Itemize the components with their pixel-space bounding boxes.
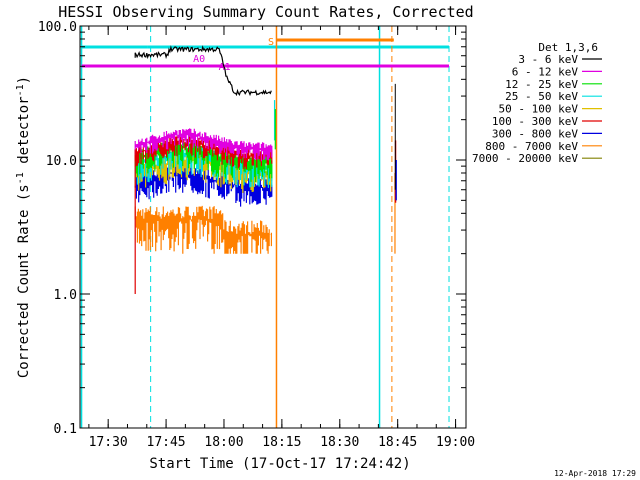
y-axis-label: Corrected Count Rate (s-1 detector-1) [15, 76, 32, 378]
series-1-trace [134, 128, 273, 162]
legend-entry-label: 800 - 7000 keV [485, 140, 578, 153]
generation-timestamp: 12-Apr-2018 17:29 [554, 469, 636, 478]
series-7-trace [134, 205, 272, 254]
x-tick-label: 18:45 [378, 435, 417, 450]
axes-layer: 0.1 1.0 10.0 100.0 17:30 17:45 18:00 18:15 18:30… [38, 20, 475, 450]
y-tick-label: 10.0 [46, 154, 77, 169]
y-tick-label: 0.1 [54, 422, 77, 437]
x-tick-label: 17:30 [89, 435, 128, 450]
y-axis-label-part: detector [16, 96, 32, 172]
legend-entry-label: 100 - 300 keV [492, 115, 578, 128]
legend-entry-label: 12 - 25 keV [505, 78, 578, 91]
legend-entry-label: 300 - 800 keV [492, 127, 578, 140]
y-tick-label: 100.0 [38, 20, 77, 35]
legend-entry-label: 25 - 50 keV [505, 90, 578, 103]
legend-entry-label: 3 - 6 keV [518, 53, 578, 66]
y-axis-label-superscript: -1 [15, 172, 26, 184]
attenuator-a0-annotation: A0 [193, 54, 205, 65]
plot-frame [79, 25, 467, 429]
y-axis-label-superscript: -1 [15, 84, 26, 96]
x-tick-label: 18:30 [320, 435, 359, 450]
x-axis-label: Start Time (17-Oct-17 17:24:42) [149, 456, 410, 472]
chart-title: HESSI Observing Summary Count Rates, Cor… [58, 3, 473, 21]
y-axis-label-part: Corrected Count Rate (s [16, 184, 32, 378]
legend-entry-label: 50 - 100 keV [499, 103, 579, 116]
legend-entry-label: 6 - 12 keV [512, 65, 579, 78]
x-tick-label: 18:00 [204, 435, 243, 450]
saa-annotation: S [268, 37, 274, 48]
series-0-trace [134, 45, 272, 97]
y-tick-label: 1.0 [54, 288, 77, 303]
x-tick-label: 17:45 [147, 435, 186, 450]
data-layer [134, 45, 397, 294]
legend-title: Det 1,3,6 [538, 41, 598, 54]
legend-entry-label: 7000 - 20000 keV [472, 152, 578, 165]
y-axis-label-part: ) [16, 76, 32, 84]
x-tick-label: 19:00 [436, 435, 475, 450]
x-tick-label: 18:15 [262, 435, 301, 450]
